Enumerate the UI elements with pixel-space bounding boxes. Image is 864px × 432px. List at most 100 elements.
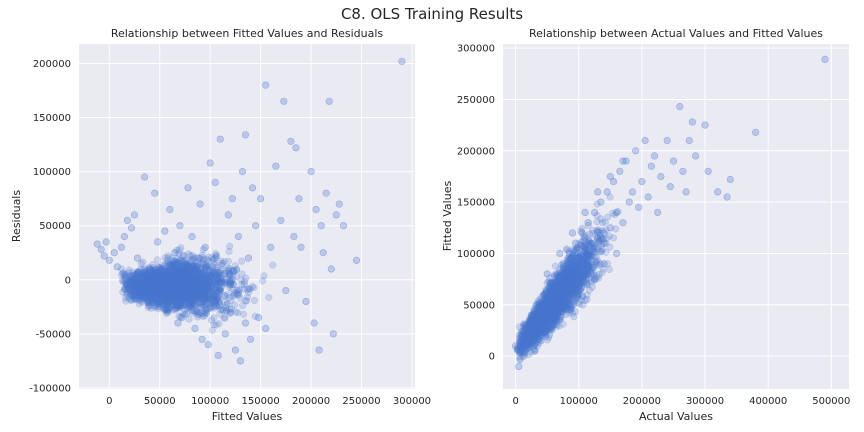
data-point [137, 282, 146, 290]
data-point [195, 292, 203, 300]
data-point [130, 280, 138, 288]
gridlines-left [79, 44, 415, 389]
data-point [179, 287, 187, 295]
data-point [177, 281, 185, 289]
data-point [93, 240, 101, 248]
data-point [214, 351, 222, 360]
data-point [139, 285, 147, 293]
data-point [146, 275, 154, 283]
data-point [183, 263, 191, 271]
data-point [152, 283, 160, 291]
subplot-fitted-vs-residuals: 0 50000 100000 150000 200000 250000 300000-100… [10, 27, 431, 423]
data-point [196, 279, 204, 287]
data-point [158, 288, 166, 296]
data-point [230, 289, 238, 297]
data-point [149, 274, 157, 282]
data-point [190, 271, 198, 280]
data-point [327, 265, 335, 273]
data-point [184, 250, 192, 258]
data-point [190, 266, 198, 274]
data-point [202, 270, 210, 278]
data-point [140, 290, 148, 298]
data-point [228, 285, 236, 293]
data-point [143, 295, 151, 303]
data-point [207, 281, 215, 289]
data-point [177, 295, 185, 303]
data-point [184, 286, 193, 294]
data-point [198, 287, 206, 295]
data-point [821, 55, 829, 64]
data-point [217, 285, 225, 294]
data-point [133, 285, 141, 293]
data-point [152, 277, 160, 285]
data-point [174, 319, 182, 327]
data-point [183, 261, 191, 269]
data-point [134, 293, 142, 301]
x-tick-label: 200000 [292, 396, 330, 407]
data-point [147, 268, 155, 276]
data-point [160, 289, 168, 297]
data-point [172, 285, 180, 293]
data-point [168, 277, 176, 285]
data-point [147, 297, 155, 305]
data-point [161, 278, 169, 286]
data-point [178, 276, 186, 285]
data-point [148, 287, 156, 295]
data-point [159, 268, 167, 276]
data-point [121, 285, 129, 293]
data-point [164, 290, 172, 298]
data-point [132, 272, 140, 280]
data-point [251, 312, 259, 320]
data-point [225, 273, 233, 281]
data-point [179, 284, 187, 292]
data-point [181, 267, 189, 275]
data-point [138, 283, 146, 291]
data-point [190, 290, 198, 298]
x-tick-label: 0 [106, 396, 112, 407]
data-point [172, 291, 181, 299]
data-point [203, 274, 211, 282]
data-point [210, 268, 218, 276]
data-point [171, 280, 179, 288]
data-point [175, 250, 183, 258]
data-point [147, 272, 155, 280]
data-point [174, 255, 182, 263]
data-point [173, 275, 181, 283]
data-point [142, 278, 150, 286]
data-point [176, 222, 184, 230]
data-point [127, 277, 135, 285]
data-point [146, 280, 154, 288]
data-point [207, 270, 215, 278]
data-point [234, 232, 242, 241]
data-point [142, 267, 150, 275]
data-point [200, 296, 209, 304]
data-point [147, 277, 155, 285]
data-point [193, 313, 202, 321]
data-point [141, 287, 149, 295]
data-point [161, 279, 169, 287]
data-point [231, 301, 239, 309]
data-point [189, 266, 197, 274]
data-point [167, 274, 175, 282]
data-point [257, 195, 265, 203]
data-point [188, 306, 196, 315]
data-point [159, 296, 167, 305]
data-point [174, 282, 182, 290]
data-point [170, 276, 178, 284]
data-point [131, 283, 139, 291]
data-point [310, 319, 318, 327]
data-point [170, 262, 178, 271]
data-point [183, 289, 191, 297]
data-point [171, 249, 179, 257]
data-point [147, 286, 155, 295]
data-point [207, 316, 216, 324]
data-point [150, 294, 159, 302]
data-point [195, 280, 203, 288]
data-point [134, 290, 142, 299]
data-point [259, 277, 267, 285]
data-point [160, 273, 169, 281]
data-point [205, 278, 213, 286]
data-point [641, 136, 649, 145]
data-point [162, 300, 170, 308]
data-point [136, 286, 144, 294]
